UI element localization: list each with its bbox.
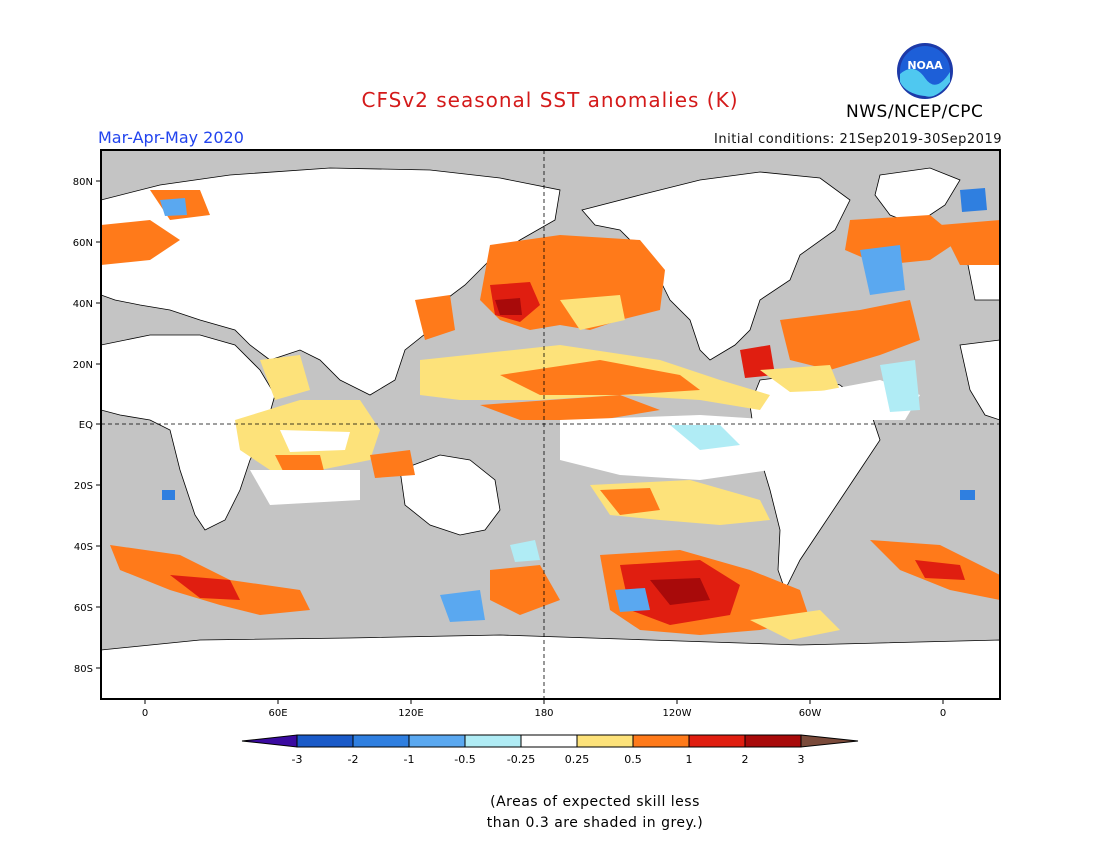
- lon-label: 60E: [268, 708, 287, 719]
- colorbar-segment: [296, 734, 354, 748]
- land-masses: [101, 167, 1000, 699]
- lon-label: 180: [534, 708, 553, 719]
- colorbar-label: 0.5: [624, 753, 642, 766]
- colorbar-label: 2: [742, 753, 749, 766]
- colorbar-label: -1: [404, 753, 415, 766]
- lon-label: 120W: [663, 708, 692, 719]
- colorbar-segment: [688, 734, 746, 748]
- colorbar-segment: [352, 734, 410, 748]
- warm-anomalies: [101, 190, 1000, 640]
- lat-label: EQ: [79, 420, 93, 431]
- skill-note-line2: than 0.3 are shaded in grey.): [486, 815, 704, 831]
- lat-ticks: [96, 180, 101, 669]
- lon-labels: 0 60E 120E 180 120W 60W 0: [142, 708, 946, 719]
- lat-label: 60N: [73, 238, 93, 249]
- lat-label: 40S: [74, 542, 93, 553]
- lat-label: 20N: [73, 360, 93, 371]
- sst-anomaly-map: 80N 60N 40N 20N EQ 20S 40S 60S 80S 0 60E…: [73, 149, 1001, 766]
- lon-label: 120E: [398, 708, 423, 719]
- colorbar-segment: [632, 734, 690, 748]
- grid-lines: [101, 150, 1000, 699]
- svg-text:NOAA: NOAA: [907, 59, 943, 72]
- colorbar-segment: [576, 734, 634, 748]
- skill-note: (Areas of expected skill less than 0.3 a…: [430, 792, 760, 834]
- colorbar-min-arrow: [241, 734, 298, 748]
- lon-label: 0: [940, 708, 946, 719]
- colorbar: [241, 734, 859, 748]
- skill-note-line1: (Areas of expected skill less: [490, 794, 700, 810]
- initial-conditions-label: Initial conditions: 21Sep2019-30Sep2019: [714, 132, 1002, 147]
- colorbar-label: -2: [348, 753, 359, 766]
- lat-label: 60S: [74, 603, 93, 614]
- noaa-logo: NOAA: [896, 42, 954, 100]
- colorbar-label: 1: [686, 753, 693, 766]
- colorbar-label: -0.25: [507, 753, 535, 766]
- lon-label: 60W: [799, 708, 822, 719]
- colorbar-label: -3: [292, 753, 303, 766]
- chart-title: CFSv2 seasonal SST anomalies (K): [361, 88, 739, 112]
- organization-label: NWS/NCEP/CPC: [846, 102, 984, 122]
- colorbar-segment: [464, 734, 522, 748]
- lat-label: 20S: [74, 481, 93, 492]
- season-label: Mar-Apr-May 2020: [98, 128, 244, 147]
- lat-label: 40N: [73, 299, 93, 310]
- colorbar-label: -0.5: [454, 753, 475, 766]
- lat-labels: 80N 60N 40N 20N EQ 20S 40S 60S 80S: [73, 177, 93, 675]
- lon-label: 0: [142, 708, 148, 719]
- cool-anomalies: [160, 188, 987, 622]
- colorbar-max-arrow: [800, 734, 859, 748]
- colorbar-segment: [520, 734, 578, 748]
- lat-label: 80N: [73, 177, 93, 188]
- colorbar-segment: [408, 734, 466, 748]
- colorbar-label: 3: [798, 753, 805, 766]
- lat-label: 80S: [74, 664, 93, 675]
- colorbar-label: 0.25: [565, 753, 590, 766]
- lon-ticks: [144, 699, 944, 704]
- colorbar-segment: [744, 734, 802, 748]
- colorbar-labels: -3 -2 -1 -0.5 -0.25 0.25 0.5 1 2 3: [292, 753, 805, 766]
